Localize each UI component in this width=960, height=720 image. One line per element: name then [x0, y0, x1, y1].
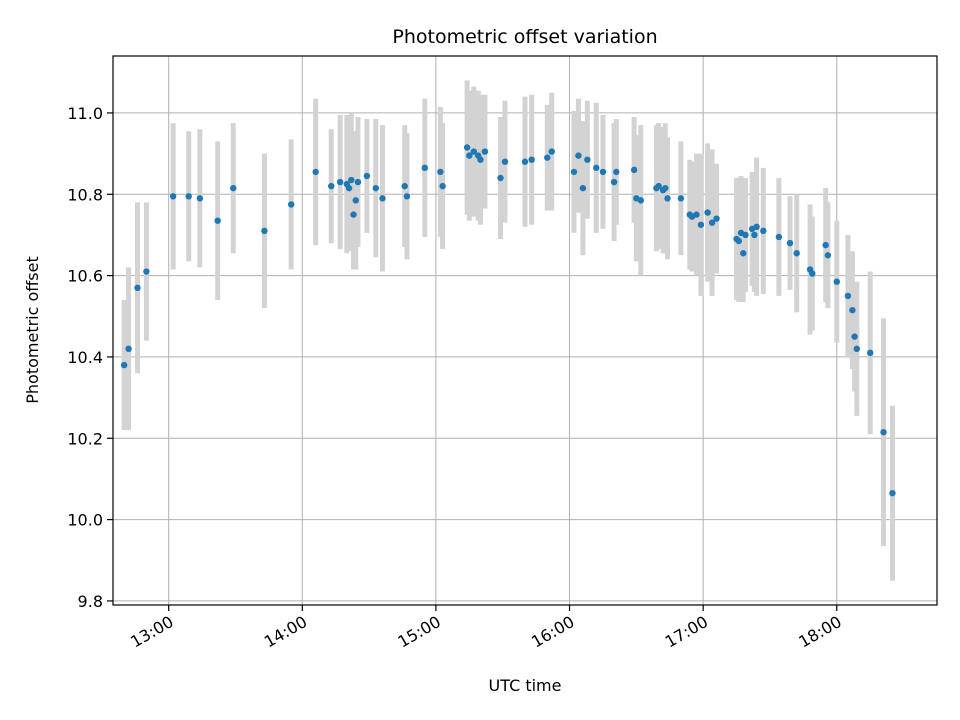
- data-point: [833, 278, 840, 285]
- data-point: [637, 197, 645, 204]
- data-point: [740, 250, 747, 257]
- data-point: [169, 193, 177, 200]
- data-point: [143, 268, 150, 275]
- plot-frame: [112, 55, 938, 606]
- data-point: [185, 193, 192, 200]
- y-tick-label: 11.0: [67, 104, 103, 123]
- data-point: [379, 195, 386, 202]
- data-point: [214, 217, 221, 224]
- data-point: [593, 164, 600, 172]
- grid: [113, 56, 937, 605]
- data-point: [844, 292, 852, 300]
- y-axis: 9.8 10.0 10.2 10.4 10.6 10.8 11.0: [67, 104, 113, 611]
- data-point: [372, 184, 379, 192]
- data-point: [575, 152, 582, 159]
- data-point: [439, 182, 446, 190]
- data-point: [610, 178, 618, 186]
- data-point: [466, 152, 473, 159]
- data-point: [822, 241, 829, 249]
- data-point: [613, 168, 620, 176]
- data-point: [851, 333, 858, 340]
- data-point: [880, 428, 887, 436]
- data-point: [775, 233, 783, 241]
- data-point: [693, 211, 700, 218]
- data-point: [363, 172, 371, 180]
- data-point: [528, 156, 535, 163]
- data-point: [713, 215, 720, 222]
- data-point: [599, 168, 607, 176]
- y-tick-label: 10.6: [67, 267, 103, 286]
- data-point: [497, 174, 504, 182]
- y-axis-label: Photometric offset: [23, 256, 42, 404]
- data-point: [866, 349, 874, 357]
- data-point: [662, 184, 669, 192]
- data-point: [403, 193, 411, 200]
- data-point: [548, 148, 555, 155]
- data-point: [824, 252, 832, 259]
- data-point: [742, 231, 749, 239]
- y-tick-label: 10.4: [67, 348, 103, 367]
- chart-title: Photometric offset variation: [392, 26, 657, 48]
- data-point: [354, 178, 362, 186]
- data-point: [421, 164, 428, 172]
- data-point: [751, 231, 758, 239]
- data-point: [849, 306, 856, 314]
- data-point: [481, 148, 489, 155]
- y-tick-label: 10.2: [67, 429, 103, 448]
- data-point: [521, 158, 529, 165]
- data-point: [120, 361, 128, 369]
- data-point: [230, 184, 237, 192]
- data-point: [328, 182, 335, 190]
- data-point: [889, 489, 896, 497]
- data-point: [477, 156, 484, 163]
- data-point: [697, 221, 705, 228]
- data-point: [470, 148, 477, 155]
- data-point: [345, 184, 353, 192]
- data-point: [401, 182, 408, 190]
- data-point: [753, 223, 760, 230]
- data-point: [579, 184, 587, 192]
- data-point: [677, 195, 685, 202]
- data-point: [134, 284, 141, 291]
- data-point: [463, 144, 471, 151]
- data-point: [793, 250, 800, 257]
- data-point: [760, 227, 767, 235]
- data-point: [544, 154, 551, 161]
- data-point: [584, 156, 591, 163]
- data-point: [501, 158, 509, 165]
- data-point: [261, 227, 268, 235]
- data-point: [336, 178, 344, 186]
- x-axis-label: UTC time: [489, 676, 562, 695]
- data-point: [196, 195, 204, 202]
- data-point: [125, 345, 132, 352]
- y-tick-label: 10.8: [67, 185, 103, 204]
- data-point: [570, 168, 578, 176]
- data-point: [735, 237, 742, 245]
- data-point: [287, 201, 295, 208]
- data-point: [352, 197, 359, 204]
- data-point: [809, 270, 816, 277]
- data-point: [437, 168, 444, 176]
- data-point: [786, 239, 794, 247]
- data-point: [312, 168, 319, 176]
- data-point: [350, 211, 357, 218]
- data-point: [348, 176, 355, 184]
- y-tick-label: 9.8: [78, 592, 103, 611]
- data-point: [655, 182, 662, 190]
- data-point: [630, 166, 638, 174]
- data-point: [708, 219, 716, 226]
- y-tick-label: 10.0: [67, 511, 103, 530]
- data-point: [853, 345, 861, 352]
- data-point: [664, 195, 671, 202]
- data-points: [120, 144, 896, 497]
- data-point: [704, 209, 711, 216]
